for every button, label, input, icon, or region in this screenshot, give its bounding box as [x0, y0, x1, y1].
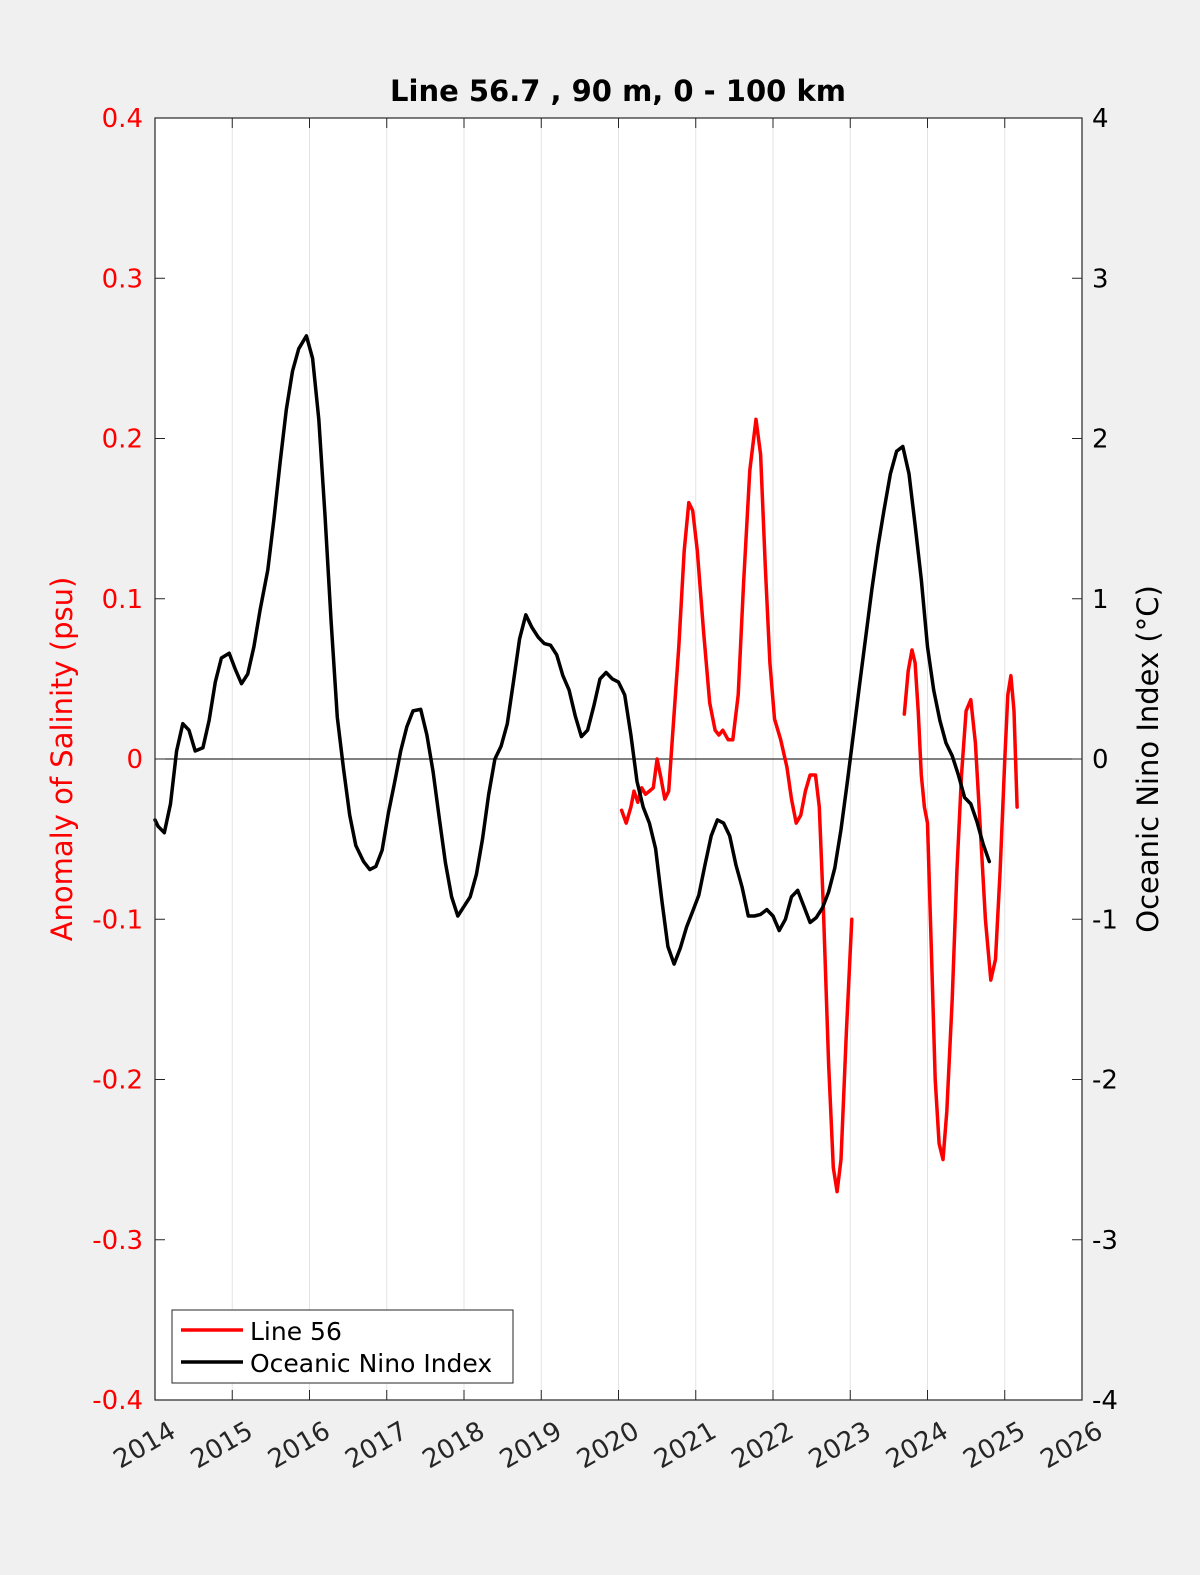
y-left-tick-label: 0 [126, 745, 143, 775]
legend: Line 56 Oceanic Nino Index [171, 1309, 514, 1384]
y-left-tick-label: 0.4 [102, 104, 143, 134]
chart-title: Line 56.7 , 90 m, 0 - 100 km [390, 74, 846, 108]
y-left-tick-label: 0.1 [102, 585, 143, 615]
x-tick-label: 2021 [649, 1416, 721, 1475]
y-right-tick-label: 4 [1092, 104, 1109, 134]
y-left-tick-label: -0.4 [92, 1386, 143, 1416]
y-right-tick-label: 3 [1092, 264, 1109, 294]
left-axis-label: Anomaly of Salinity (psu) [45, 577, 79, 942]
axis-tick-labels: 2014 2015 2016 2017 2018 2019 2020 2021 2022 2023… [92, 104, 1118, 1475]
y-left-tick-label: 0.3 [102, 264, 143, 294]
y-left-tick-label: 0.2 [102, 425, 143, 455]
y-right-tick-label: -4 [1092, 1386, 1118, 1416]
y-left-tick-label: -0.2 [92, 1066, 143, 1096]
x-tick-label: 2022 [727, 1416, 799, 1475]
y-right-tick-label: -2 [1092, 1066, 1118, 1096]
y-right-tick-label: -3 [1092, 1226, 1118, 1256]
legend-label-oni: Oceanic Nino Index [250, 1349, 492, 1378]
x-tick-label: 2019 [495, 1416, 567, 1475]
x-tick-label: 2016 [263, 1416, 335, 1475]
x-tick-label: 2015 [186, 1416, 258, 1475]
legend-box [171, 1309, 514, 1384]
series-oceanic-nino-index [153, 334, 992, 966]
x-tick-label: 2023 [804, 1416, 876, 1475]
x-tick-label: 2024 [881, 1416, 953, 1475]
right-axis-label: Oceanic Nino Index (°C) [1131, 585, 1165, 933]
x-tick-label: 2018 [418, 1416, 490, 1475]
series-line-56 [902, 648, 1019, 1162]
y-left-tick-label: -0.3 [92, 1226, 143, 1256]
legend-label-line-56: Line 56 [250, 1317, 342, 1346]
series-layer [153, 334, 1019, 1194]
y-right-tick-label: 2 [1092, 425, 1109, 455]
x-tick-label: 2017 [340, 1416, 412, 1475]
x-tick-label: 2020 [572, 1416, 644, 1475]
x-tick-label: 2026 [1036, 1416, 1108, 1475]
series-line-56 [619, 417, 854, 1194]
y-left-tick-label: -0.1 [92, 905, 143, 935]
x-tick-label: 2025 [958, 1416, 1030, 1475]
axis-ticks [154, 117, 1083, 1401]
y-right-tick-label: 1 [1092, 585, 1109, 615]
y-right-tick-label: -1 [1092, 905, 1118, 935]
y-right-tick-label: 0 [1092, 745, 1109, 775]
x-tick-label: 2014 [109, 1416, 181, 1475]
